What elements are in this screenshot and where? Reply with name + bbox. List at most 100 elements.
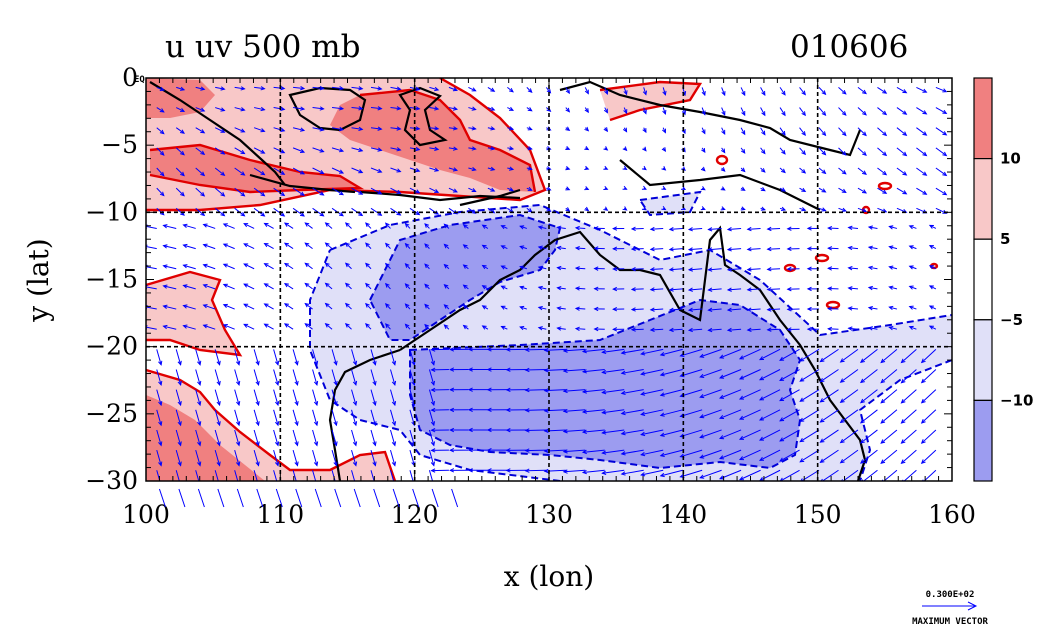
x-tick-label: 130 <box>525 500 573 529</box>
wind-vector-head <box>800 478 805 481</box>
wind-vector <box>880 348 898 363</box>
wind-vector <box>243 263 255 270</box>
wind-vector <box>243 323 255 330</box>
wind-vector-head <box>760 187 766 192</box>
wind-vector-head <box>197 482 200 486</box>
wind-vector-head <box>920 419 926 424</box>
wind-vector-outside <box>178 488 186 508</box>
wind-vector-head <box>761 149 766 155</box>
wind-vector <box>351 470 356 481</box>
wind-vector <box>292 207 305 217</box>
wind-vector-head <box>280 212 286 217</box>
wind-vector-head <box>299 127 306 132</box>
y-axis-ticks: 0 −5 −10 −15 −20 −25 −30 <box>85 63 138 495</box>
wind-vector-head <box>260 170 266 176</box>
wind-vector <box>759 469 781 481</box>
wind-vector-head <box>159 191 165 197</box>
wind-vector <box>701 107 706 115</box>
wind-vector-head <box>263 263 269 268</box>
wind-vector-head <box>882 170 888 176</box>
wind-vector <box>312 127 324 131</box>
wind-vector-head <box>882 89 888 94</box>
wind-vector <box>935 86 947 93</box>
wind-vector-head <box>902 171 908 176</box>
wind-vector <box>935 167 947 176</box>
wind-vector-head <box>565 166 571 171</box>
wind-vector-head <box>177 461 182 467</box>
wind-vector <box>721 127 726 135</box>
wind-vector-head <box>162 284 168 289</box>
wind-vector-head <box>352 360 358 366</box>
wind-vector <box>370 389 376 406</box>
wind-vector-head <box>197 380 202 387</box>
wind-vector-outside <box>197 488 205 508</box>
wind-vector <box>840 348 859 363</box>
wind-vector <box>390 429 396 446</box>
wind-vector-head <box>786 246 792 252</box>
wind-vector-head <box>294 421 299 427</box>
wind-vector-head <box>746 287 752 292</box>
wind-vector <box>602 409 625 414</box>
wind-vector <box>195 470 200 481</box>
wind-vector <box>520 286 527 290</box>
wind-vector <box>889 326 898 330</box>
wind-vector-head <box>841 111 847 116</box>
wind-vector <box>557 287 566 290</box>
x-tick-label: 140 <box>659 500 707 529</box>
wind-vector <box>390 207 401 216</box>
wind-vector-head <box>681 110 686 116</box>
wind-vector <box>641 348 664 355</box>
wind-vector-head <box>313 401 319 407</box>
wind-vector-head <box>424 223 429 228</box>
wind-vector <box>689 248 703 251</box>
wind-vector <box>390 147 401 151</box>
wind-vector-head <box>324 282 330 288</box>
wind-vector-head <box>263 242 269 248</box>
wind-vector <box>747 268 761 271</box>
wind-vector <box>708 248 722 251</box>
wind-vector-head <box>668 327 674 333</box>
wind-vector <box>719 429 742 439</box>
wind-vector-head <box>217 482 220 486</box>
wind-vector-head <box>471 188 477 193</box>
wind-vector-head <box>766 246 772 252</box>
wind-vector-head <box>283 282 289 288</box>
wind-vector <box>234 167 245 176</box>
wind-vector-head <box>202 243 208 248</box>
wind-vector <box>292 429 298 446</box>
wind-vector <box>880 429 898 444</box>
wind-vector-head <box>799 437 805 443</box>
wind-vector-head <box>240 191 246 197</box>
wind-vector <box>468 127 476 130</box>
wind-vector-head <box>415 167 421 173</box>
wind-vector <box>304 222 313 229</box>
x-axis-label: x (lon) <box>504 560 594 593</box>
wind-vector-head <box>524 347 530 352</box>
wind-vector-head <box>620 390 626 396</box>
wind-vector-head <box>900 398 906 404</box>
wind-vector-head <box>741 91 746 97</box>
wind-vector-head <box>449 407 455 413</box>
wind-vector-head <box>481 325 487 330</box>
wind-vector <box>304 323 313 330</box>
wind-vector-outside <box>373 488 381 508</box>
wind-vector <box>273 349 279 365</box>
wind-vector <box>370 167 382 173</box>
wind-vector-head <box>424 283 429 289</box>
wind-vector-head <box>888 305 894 311</box>
wind-vector-head <box>358 147 364 152</box>
wind-vector-head <box>565 146 571 151</box>
wind-vector <box>507 87 514 93</box>
wind-vector-head <box>781 90 786 96</box>
wind-vector <box>525 348 547 351</box>
coast-java <box>249 173 356 194</box>
wind-vector-head <box>299 191 305 196</box>
wind-vector-head <box>182 264 188 269</box>
wind-vector-head <box>867 306 873 311</box>
wind-vector <box>650 288 664 291</box>
wind-vector <box>820 409 839 423</box>
wind-vector-head <box>467 427 473 433</box>
wind-vector-head <box>280 86 286 91</box>
wind-vector-head <box>255 461 260 467</box>
wind-vector-head <box>574 306 580 311</box>
